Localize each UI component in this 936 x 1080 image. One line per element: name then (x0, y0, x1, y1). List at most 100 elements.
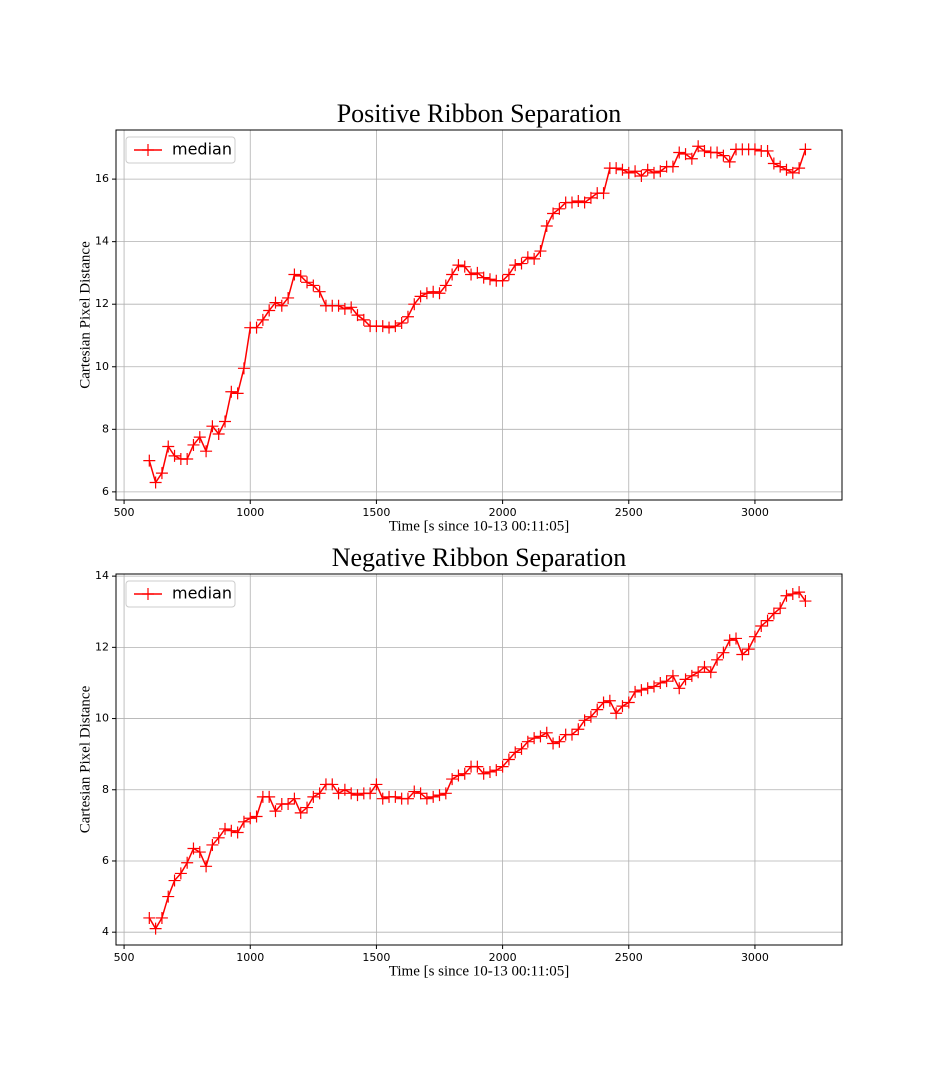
marker (654, 165, 667, 178)
marker (673, 146, 686, 159)
axes: 500 1000 1500 2000 2500 3000 4 6 8 10 12 14 Negative… (77, 543, 843, 979)
marker (395, 316, 408, 329)
marker (313, 787, 326, 800)
marker (338, 302, 351, 315)
marker (193, 846, 206, 859)
marker (401, 310, 414, 323)
y-tick-label: 10 (95, 360, 109, 373)
marker (414, 290, 427, 303)
marker (761, 614, 774, 627)
marker (458, 260, 471, 273)
marker (301, 276, 314, 289)
marker (521, 735, 534, 748)
marker (345, 787, 358, 800)
marker (326, 778, 339, 791)
marker (723, 634, 736, 647)
marker (231, 387, 244, 400)
marker (509, 746, 522, 759)
marker (540, 220, 553, 233)
marker (572, 723, 585, 736)
marker (383, 321, 396, 334)
marker (162, 440, 175, 453)
marker (780, 589, 793, 602)
marker (597, 696, 610, 709)
marker (622, 166, 635, 179)
marker (237, 362, 250, 375)
marker (389, 790, 402, 803)
marker (149, 922, 162, 935)
marker (565, 728, 578, 741)
y-tick-label: 10 (95, 712, 109, 725)
marker (288, 792, 301, 805)
marker (692, 666, 705, 679)
marker (225, 385, 238, 398)
marker (515, 742, 528, 755)
legend-box (125, 136, 236, 164)
marker (528, 732, 541, 745)
x-tick-label: 1500 (362, 506, 390, 519)
x-tick-label: 500 (114, 506, 135, 519)
marker (401, 792, 414, 805)
marker (547, 737, 560, 750)
marker (263, 304, 276, 317)
x-tick-label: 1000 (236, 506, 264, 519)
marker (231, 826, 244, 839)
marker (723, 155, 736, 168)
marker (534, 245, 547, 258)
marker (414, 787, 427, 800)
marker (250, 810, 263, 823)
marker (660, 675, 673, 688)
marker (370, 778, 383, 791)
y-tick-label: 8 (102, 783, 109, 796)
marker (458, 767, 471, 780)
marker (648, 166, 661, 179)
marker (736, 648, 749, 661)
marker (698, 144, 711, 157)
y-tick-label: 16 (95, 172, 109, 185)
marker (578, 714, 591, 727)
marker (427, 790, 440, 803)
marker (730, 632, 743, 645)
marker (774, 160, 787, 173)
marker (427, 285, 440, 298)
marker (616, 163, 629, 176)
marker (244, 812, 257, 825)
marker (666, 669, 679, 682)
marker (143, 911, 156, 924)
x-tick-label: 2000 (489, 951, 517, 964)
y-tick-label: 14 (95, 569, 109, 582)
marker (162, 890, 175, 903)
marker (622, 696, 635, 709)
marker (420, 287, 433, 300)
marker (294, 270, 307, 283)
x-tick-label: 500 (114, 951, 135, 964)
marker (528, 252, 541, 265)
marker (553, 202, 566, 215)
marker (584, 710, 597, 723)
marker (269, 805, 282, 818)
marker (275, 299, 288, 312)
marker (692, 140, 705, 153)
marker (584, 191, 597, 204)
x-tick-label: 2500 (615, 951, 643, 964)
marker (761, 144, 774, 157)
marker (181, 856, 194, 869)
marker (288, 268, 301, 281)
marker (578, 196, 591, 209)
marker (200, 860, 213, 873)
marker (717, 149, 730, 162)
marker (408, 785, 421, 798)
marker (155, 467, 168, 480)
marker (351, 789, 364, 802)
legend-marker (142, 588, 154, 600)
marker (465, 268, 478, 281)
marker (565, 196, 578, 209)
marker (629, 685, 642, 698)
marker (269, 296, 282, 309)
marker (591, 703, 604, 716)
marker (685, 669, 698, 682)
marker (774, 602, 787, 615)
marker (282, 291, 295, 304)
marker (515, 257, 528, 270)
marker (786, 587, 799, 600)
